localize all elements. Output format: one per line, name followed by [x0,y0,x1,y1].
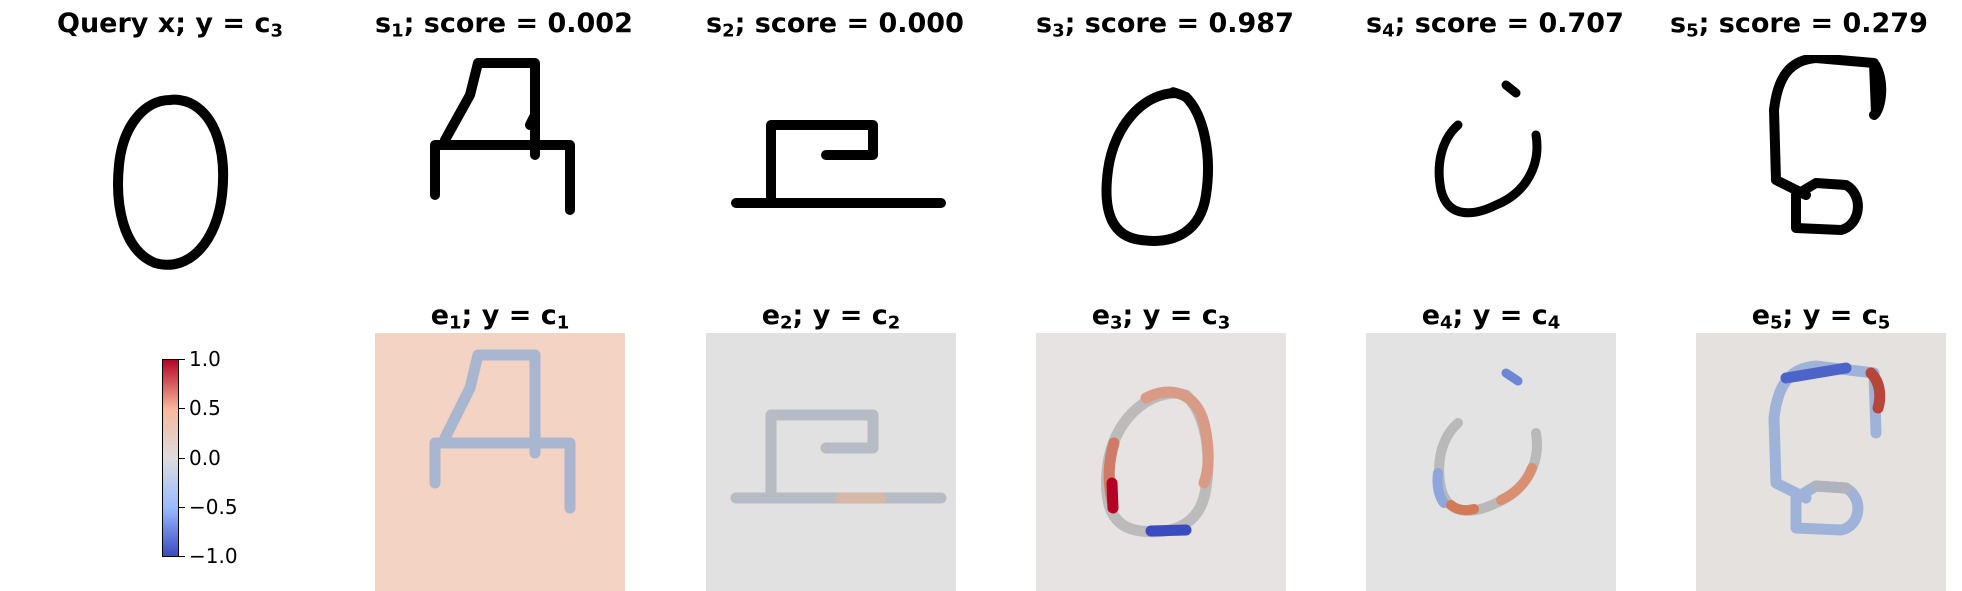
explanation-title-4: e4; y = c4 [1421,300,1561,334]
colorbar-label-neg0.5: −0.5 [189,495,238,519]
colorbar-label-1: 1.0 [189,347,221,371]
explanation-title-1: e1; y = c1 [430,300,570,334]
colorbar-tick [179,359,185,360]
colorbar-label-0.5: 0.5 [189,396,221,420]
explanation-map-4 [1366,333,1616,591]
support-title-4: s4; score = 0.707 [1366,8,1624,42]
explanation-title-5: e5; y = c5 [1751,300,1891,334]
support-image-3 [1036,55,1286,305]
support-image-5 [1696,55,1946,305]
colorbar-label-0: 0.0 [189,446,221,470]
support-image-4 [1366,55,1616,305]
colorbar-tick [179,507,185,508]
explanation-map-1 [375,333,625,591]
colorbar-tick [179,458,185,459]
support-image-1 [375,55,625,305]
query-title: Query x; y = c3 [57,8,283,42]
explanation-title-3: e3; y = c3 [1091,300,1231,334]
support-title-3: s3; score = 0.987 [1036,8,1294,42]
explanation-map-5 [1696,333,1946,591]
colorbar-label-neg1: −1.0 [189,544,238,568]
explanation-map-3 [1036,333,1286,591]
explanation-map-2 [706,333,956,591]
support-image-2 [706,55,956,305]
support-title-5: s5; score = 0.279 [1670,8,1928,42]
colorbar [162,359,179,557]
support-title-2: s2; score = 0.000 [706,8,964,42]
query-image [45,55,295,305]
explanation-title-2: e2; y = c2 [761,300,901,334]
colorbar-tick [179,408,185,409]
colorbar-tick [179,556,185,557]
support-title-1: s1; score = 0.002 [375,8,633,42]
